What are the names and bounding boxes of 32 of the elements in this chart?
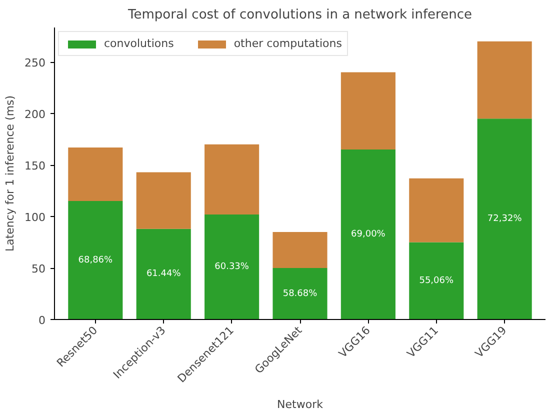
x-axis-title: Network <box>277 398 324 411</box>
annotation: 60.33% <box>214 262 250 272</box>
annotation: 58.68% <box>282 288 318 299</box>
annotation: 55,06% <box>419 276 454 286</box>
bar <box>409 242 464 320</box>
y-axis-title: Latency for 1 inference (ms) <box>4 95 17 252</box>
y-tick-label: 150 <box>24 160 46 173</box>
annotation: 72,32% <box>487 214 522 224</box>
bar <box>272 268 328 320</box>
y-tick-label: 100 <box>24 211 46 224</box>
bar <box>272 232 328 268</box>
bar <box>204 144 260 214</box>
bar <box>136 228 191 320</box>
bar <box>477 41 532 119</box>
y-tick-label: 250 <box>24 56 46 70</box>
chart-title: Temporal cost of convolutions in a network inference <box>127 8 472 22</box>
annotation: 68,86% <box>78 255 114 266</box>
legend-label: other computations <box>234 37 342 50</box>
bar <box>340 150 396 320</box>
annotation: 69,00% <box>351 230 386 240</box>
bar <box>68 147 123 202</box>
bar <box>409 178 464 242</box>
legend-label: convolutions <box>104 37 174 50</box>
y-tick-label: 50 <box>32 262 46 276</box>
bar <box>340 72 396 150</box>
bar <box>68 201 123 320</box>
y-tick-label: 0 <box>38 314 46 327</box>
bar <box>477 118 532 320</box>
bar <box>136 172 191 229</box>
annotation: 61.44% <box>146 269 182 280</box>
bar <box>204 214 260 320</box>
y-tick-label: 200 <box>24 108 46 122</box>
